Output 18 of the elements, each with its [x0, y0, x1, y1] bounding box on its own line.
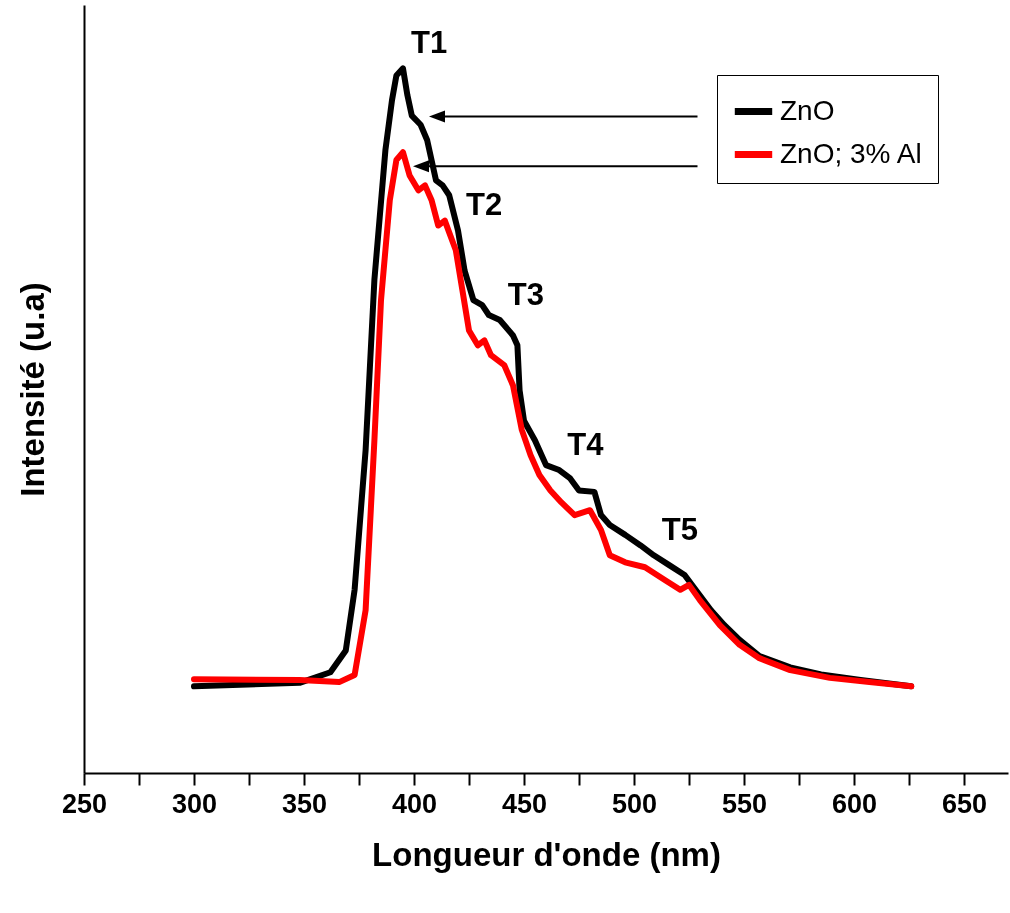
legend-label: ZnO [780, 94, 835, 126]
x-tick-label: 300 [171, 788, 218, 819]
x-tick-label: 250 [61, 788, 108, 819]
x-tick-label: 600 [831, 788, 878, 819]
y-axis-title: Intensité (u.a) [13, 282, 51, 497]
annotation: T1 [411, 25, 448, 61]
x-tick-label: 350 [281, 788, 328, 819]
annotation: T3 [507, 276, 544, 312]
annotation: T4 [567, 427, 605, 463]
x-tick-label: 550 [721, 788, 768, 819]
annotation: T5 [661, 512, 698, 548]
x-tick-label: 450 [501, 788, 548, 819]
x-tick-label: 400 [391, 788, 438, 819]
legend-label: ZnO; 3% Al [780, 137, 922, 169]
x-axis-title: Longueur d'onde (nm) [372, 835, 721, 873]
x-tick-label: 650 [941, 788, 988, 819]
annotation: T2 [466, 187, 503, 223]
x-tick-label: 500 [611, 788, 658, 819]
